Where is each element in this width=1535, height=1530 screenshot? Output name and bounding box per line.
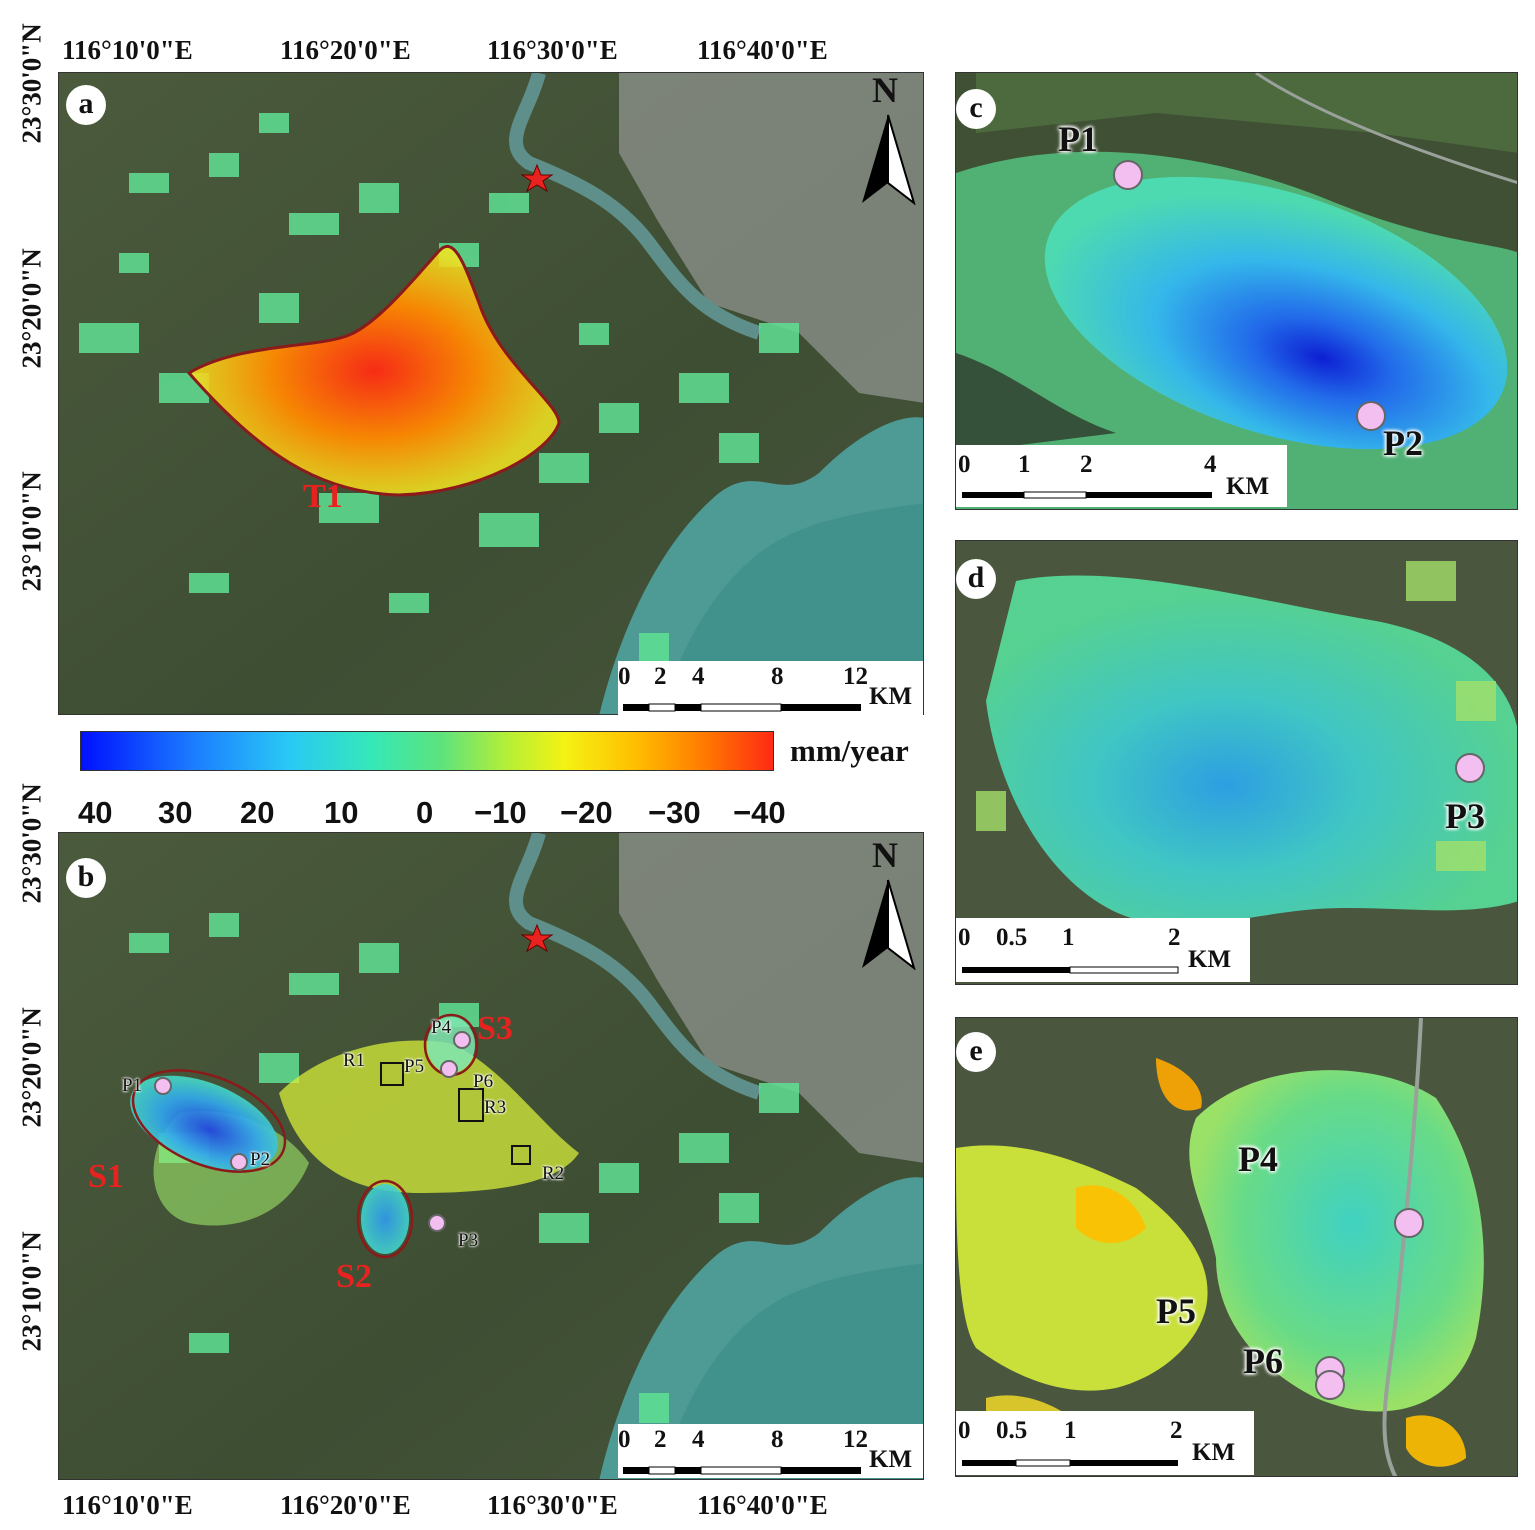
scale-a-8: 8 <box>771 663 784 690</box>
panel-c-label-p2: P2 <box>1383 423 1423 463</box>
panel-e-label-p4: P4 <box>1238 1139 1278 1179</box>
scale-b-2: 2 <box>654 1426 667 1453</box>
scale-d-2: 2 <box>1168 924 1181 951</box>
panel-b-label-r2: R2 <box>542 1163 565 1184</box>
panel-b-lat-label-2: 23°20'0"N <box>16 1007 47 1128</box>
colorbar-tick-9: −40 <box>733 795 786 830</box>
panel-e-label-p5: P5 <box>1156 1291 1196 1331</box>
panel-b-point-p4 <box>453 1031 471 1049</box>
panel-e-point-p4 <box>1394 1208 1424 1238</box>
panel-d-map <box>955 540 1518 985</box>
panel-d-letter: d <box>956 559 996 599</box>
zone-label-s1: S1 <box>88 1158 124 1195</box>
colorbar-tick-6: −10 <box>474 795 527 830</box>
panel-b-lat-label-1: 23°30'0"N <box>16 783 47 904</box>
bottom-lon-label-2: 116°20'0"E <box>280 1490 411 1520</box>
panel-e-map <box>955 1017 1518 1477</box>
panel-a-lat-label-2: 23°20'0"N <box>16 248 47 369</box>
panel-b-point-p3 <box>428 1214 446 1232</box>
panel-a-north-arrow: N <box>858 70 918 205</box>
scale-e-2: 2 <box>1170 1417 1183 1444</box>
bottom-lon-label-1: 116°10'0"E <box>62 1490 193 1520</box>
panel-b-label-r1: R1 <box>343 1050 366 1071</box>
panel-e-label-p6: P6 <box>1243 1341 1283 1381</box>
top-lon-label-4: 116°40'0"E <box>697 35 828 65</box>
top-lon-label-3: 116°30'0"E <box>487 35 618 65</box>
panel-b-letter: b <box>66 858 106 898</box>
panel-b-label-p4: P4 <box>431 1017 452 1038</box>
top-lon-label-1: 116°10'0"E <box>62 35 193 65</box>
colorbar-tick-2: 30 <box>158 795 193 830</box>
panel-e-letter: e <box>956 1032 996 1072</box>
scale-c-1: 1 <box>1018 451 1031 478</box>
panel-b-point-p5 <box>440 1060 458 1078</box>
north-label: N <box>872 70 898 110</box>
scale-b-4: 4 <box>692 1426 705 1453</box>
panel-c-scale-bar: 0 1 2 4 KM <box>956 445 1287 507</box>
panel-b-point-p1 <box>154 1077 172 1095</box>
panel-d-scale-bar: 0 0.5 1 2 KM <box>956 918 1250 982</box>
panel-b-map <box>58 832 924 1480</box>
panel-c-point-p1 <box>1113 160 1143 190</box>
scale-a-unit: KM <box>869 683 913 710</box>
colorbar-tick-3: 20 <box>240 795 275 830</box>
panel-b-label-p6: P6 <box>473 1071 494 1092</box>
zone-label-t1: T1 <box>303 478 343 515</box>
panel-a-map <box>58 72 924 715</box>
scale-e-unit: KM <box>1192 1439 1236 1466</box>
panel-a-scale-bar: 0 2 4 8 12 KM <box>618 661 923 715</box>
panel-e-point-p6 <box>1315 1370 1345 1400</box>
colorbar-tick-7: −20 <box>560 795 613 830</box>
scale-c-4: 4 <box>1204 451 1217 478</box>
scale-b-0: 0 <box>618 1426 631 1453</box>
bottom-lon-label-4: 116°40'0"E <box>697 1490 828 1520</box>
scale-e-0: 0 <box>958 1417 971 1444</box>
colorbar-unit: mm/year <box>790 733 909 768</box>
scale-b-8: 8 <box>771 1426 784 1453</box>
panel-c-letter: c <box>956 89 996 129</box>
colorbar-tick-8: −30 <box>648 795 701 830</box>
scale-b-12: 12 <box>843 1426 868 1453</box>
panel-c-label-p1: P1 <box>1058 119 1098 159</box>
scale-d-0: 0 <box>958 924 971 951</box>
scale-e-1: 1 <box>1064 1417 1077 1444</box>
zone-label-s2: S2 <box>336 1258 372 1295</box>
panel-e-scale-bar: 0 0.5 1 2 KM <box>956 1411 1254 1475</box>
zone-label-s3: S3 <box>477 1010 513 1047</box>
panel-d-point-p3 <box>1455 753 1485 783</box>
panel-b-label-p3: P3 <box>458 1230 479 1251</box>
panel-a-letter: a <box>66 85 106 125</box>
panel-b-label-p1: P1 <box>122 1075 143 1096</box>
north-label: N <box>872 835 898 875</box>
panel-a-lat-label-1: 23°30'0"N <box>16 23 47 144</box>
colorbar-tick-5: 0 <box>416 795 434 830</box>
panel-b-scale-bar: 0 2 4 8 12 KM <box>618 1424 923 1478</box>
scale-d-1: 1 <box>1062 924 1075 951</box>
scale-a-4: 4 <box>692 663 705 690</box>
scale-a-12: 12 <box>843 663 868 690</box>
colorbar-tick-1: 40 <box>78 795 113 830</box>
scale-d-unit: KM <box>1188 946 1232 973</box>
bottom-lon-label-3: 116°30'0"E <box>487 1490 618 1520</box>
panel-b-label-p2: P2 <box>250 1149 271 1170</box>
scale-b-unit: KM <box>869 1446 913 1473</box>
scale-d-05: 0.5 <box>996 924 1028 951</box>
panel-a-lat-label-3: 23°10'0"N <box>16 471 47 592</box>
top-lon-label-2: 116°20'0"E <box>280 35 411 65</box>
panel-b-north-arrow: N <box>858 835 918 970</box>
scale-e-05: 0.5 <box>996 1417 1028 1444</box>
panel-b-label-r3: R3 <box>484 1097 507 1118</box>
panel-b-label-p5: P5 <box>404 1056 425 1077</box>
scale-c-unit: KM <box>1226 473 1270 500</box>
scale-c-0: 0 <box>958 451 971 478</box>
panel-c-point-p2 <box>1356 401 1386 431</box>
panel-d-label-p3: P3 <box>1445 796 1485 836</box>
scale-a-0: 0 <box>618 663 631 690</box>
colorbar <box>80 731 774 771</box>
colorbar-tick-4: 10 <box>324 795 359 830</box>
panel-b-lat-label-3: 23°10'0"N <box>16 1231 47 1352</box>
scale-c-2: 2 <box>1080 451 1093 478</box>
scale-a-2: 2 <box>654 663 667 690</box>
panel-b-point-p2 <box>230 1153 248 1171</box>
